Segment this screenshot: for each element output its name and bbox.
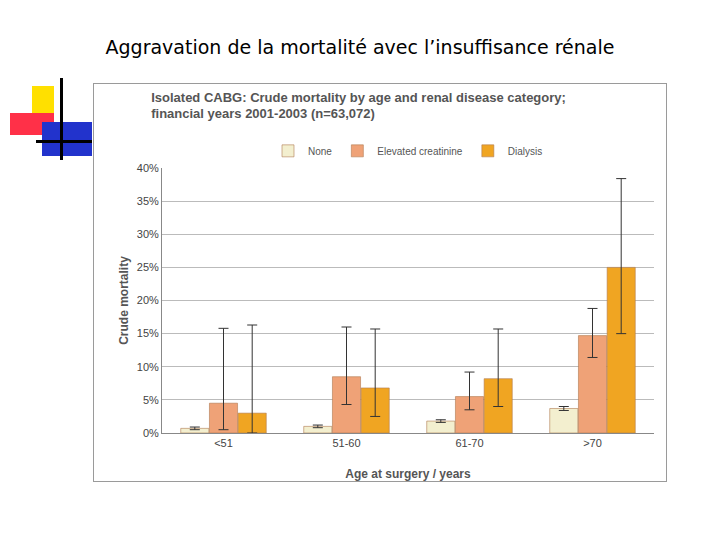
svg-text:Crude mortality: Crude mortality [117, 256, 131, 345]
svg-text:25%: 25% [137, 261, 159, 273]
svg-text:None: None [308, 146, 332, 157]
svg-text:51-60: 51-60 [332, 437, 360, 449]
svg-text:<51: <51 [214, 437, 233, 449]
svg-text:10%: 10% [137, 361, 159, 373]
svg-text:Dialysis: Dialysis [508, 146, 542, 157]
svg-text:Elevated creatinine: Elevated creatinine [377, 146, 462, 157]
svg-text:61-70: 61-70 [455, 437, 483, 449]
svg-text:20%: 20% [137, 294, 159, 306]
svg-text:0%: 0% [143, 427, 159, 439]
svg-text:Isolated CABG: Crude mortality: Isolated CABG: Crude mortality by age an… [151, 90, 566, 122]
svg-text:>70: >70 [583, 437, 602, 449]
svg-text:40%: 40% [137, 162, 159, 174]
svg-text:30%: 30% [137, 228, 159, 240]
html-text:Aggravation de la mortalité av: Aggravation de la mortalité avec l’insuf… [105, 36, 615, 58]
svg-text:Age at surgery / years: Age at surgery / years [345, 467, 471, 481]
svg-text:5%: 5% [143, 394, 159, 406]
svg-text:15%: 15% [137, 327, 159, 339]
svg-text:35%: 35% [137, 195, 159, 207]
